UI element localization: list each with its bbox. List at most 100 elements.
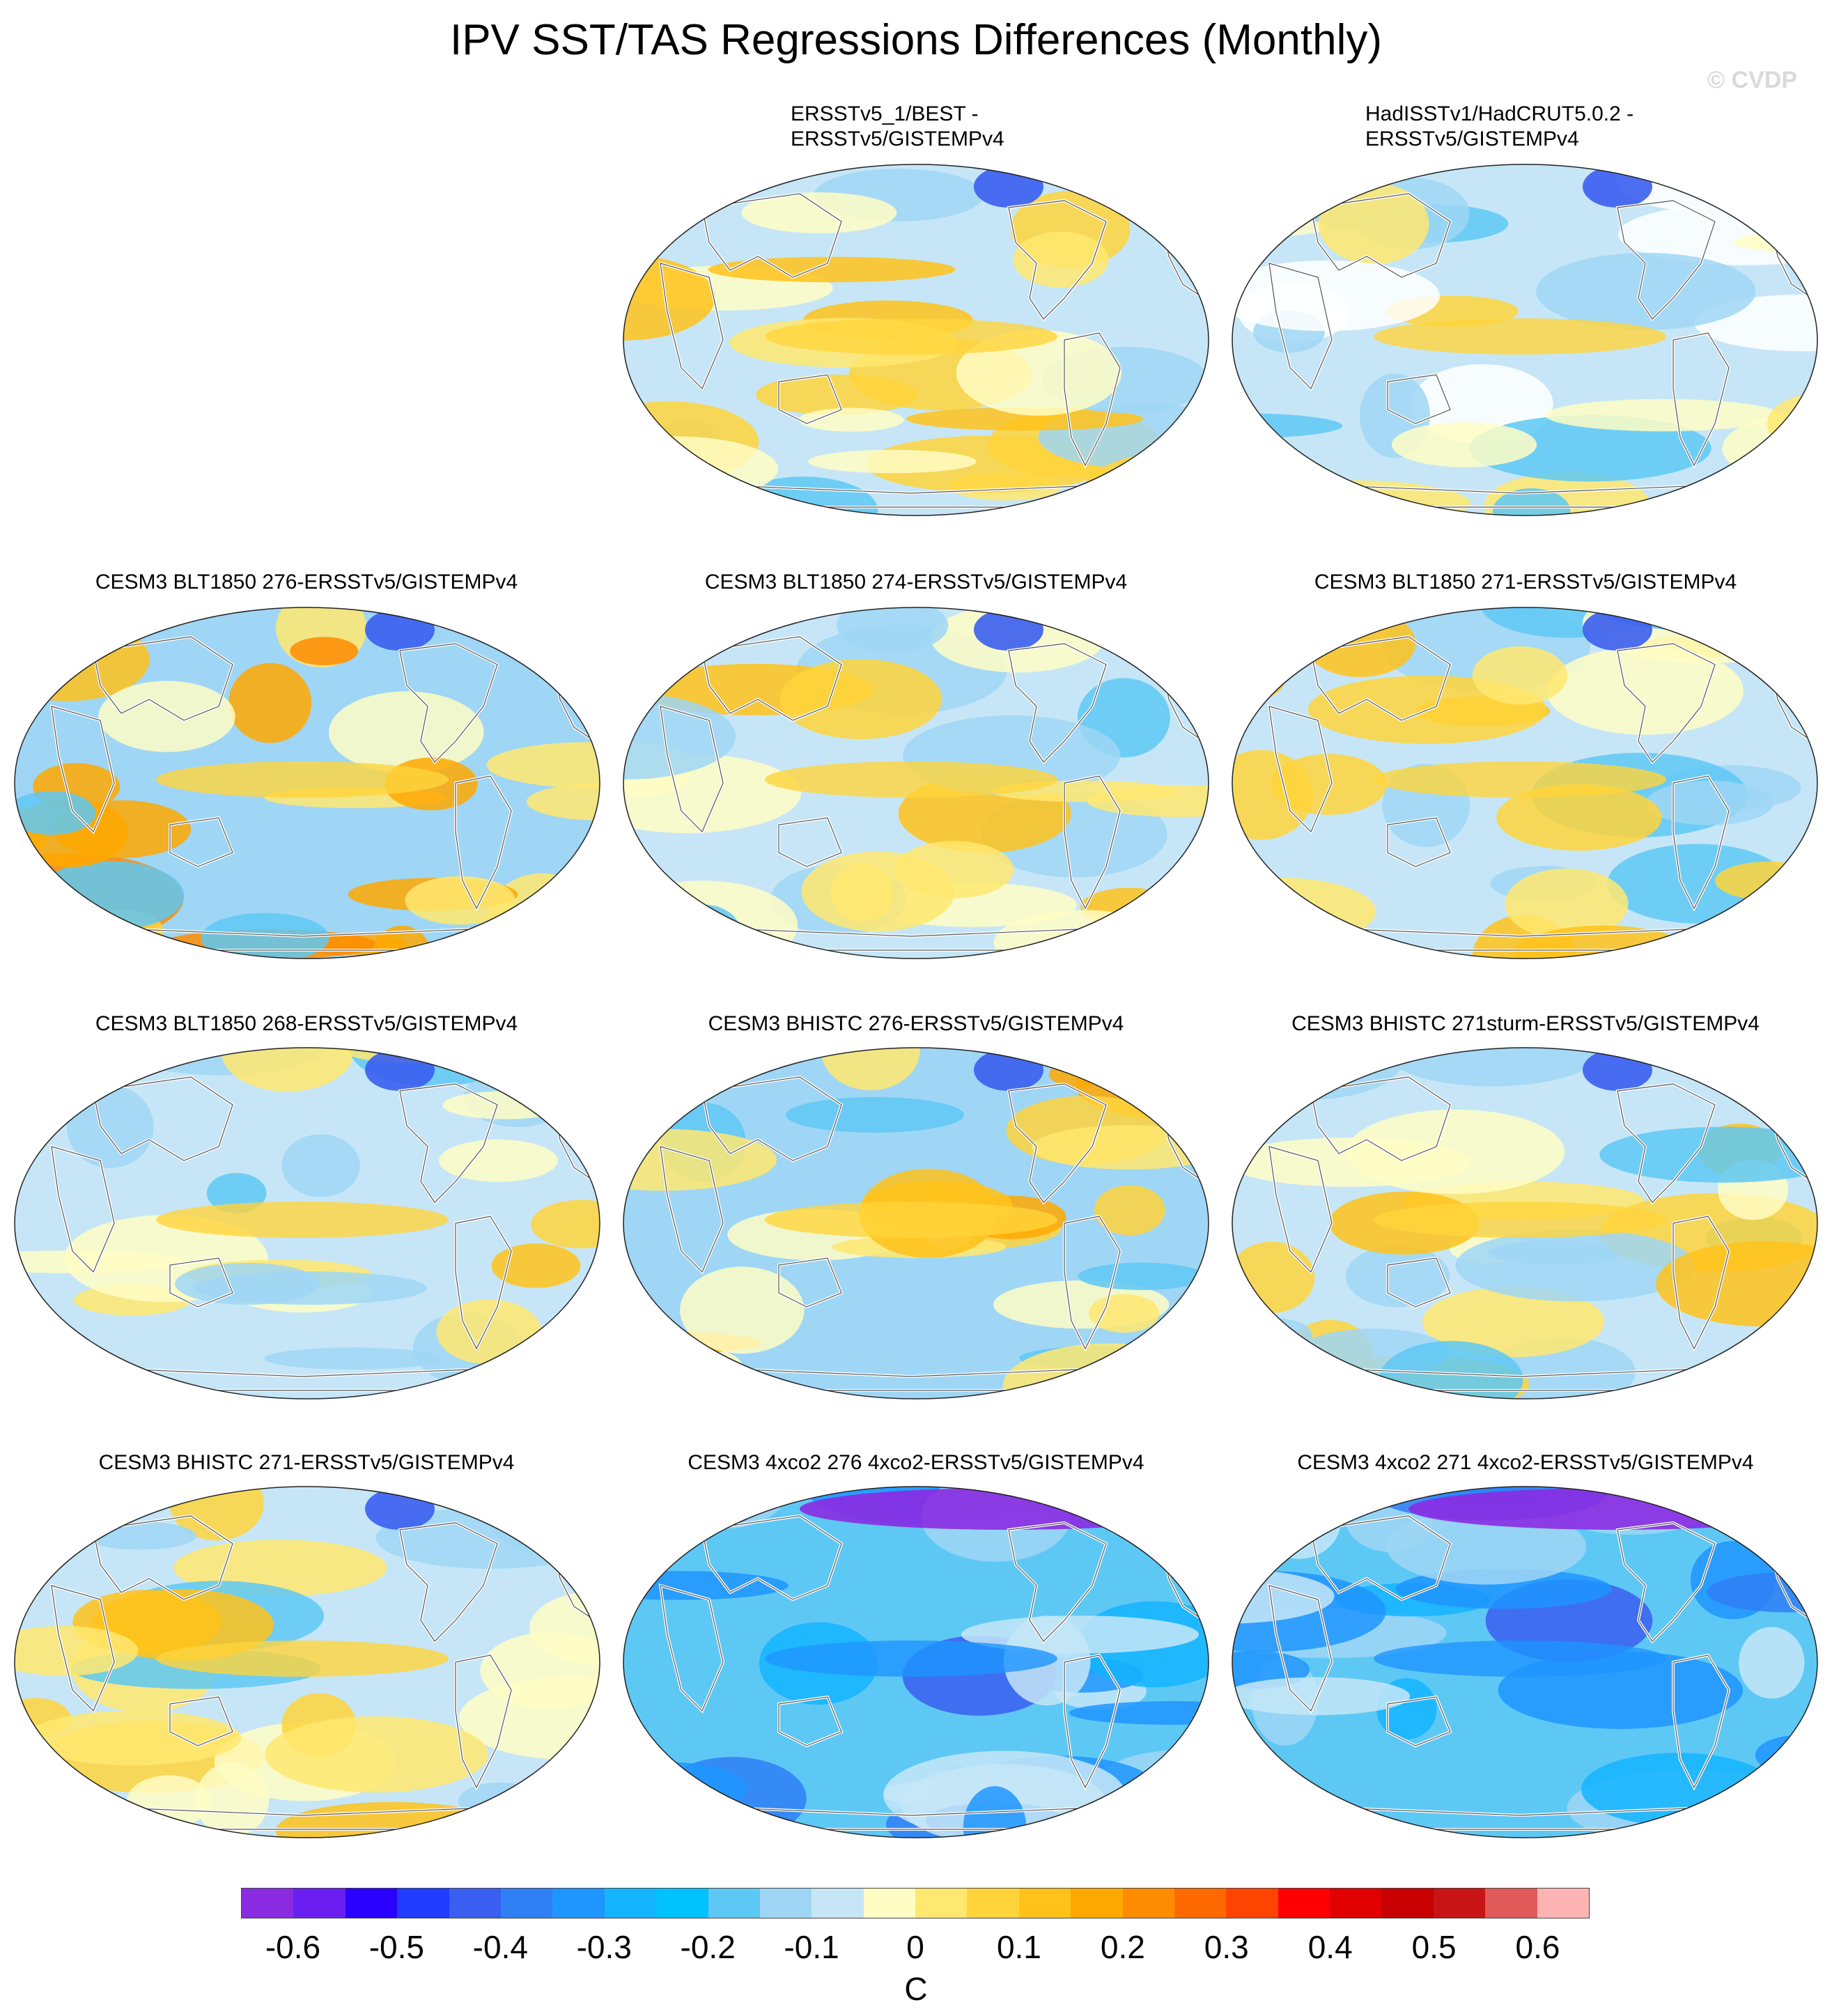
- colorbar-swatch: [1485, 1889, 1537, 1918]
- map-anomaly-region: [1232, 1360, 1334, 1388]
- map-anomaly-region: [1089, 1294, 1160, 1333]
- colorbar-tick-label: 0: [906, 1929, 924, 1965]
- map-anomaly-region: [1707, 1572, 1817, 1613]
- map-tropical-band: [156, 1641, 449, 1677]
- map-anomaly-region: [1232, 1795, 1301, 1838]
- map-outline: [14, 1486, 600, 1838]
- map-anomaly-region: [221, 1048, 354, 1092]
- continent-outline: [660, 263, 724, 390]
- colorbar-tick-label: -0.4: [472, 1929, 528, 1965]
- colorbar-swatch: [500, 1889, 553, 1918]
- map-arctic-feature: [365, 1049, 435, 1091]
- colorbar-units: C: [904, 1971, 928, 2007]
- continent-outline: [660, 706, 724, 833]
- map-panel-5: [1232, 607, 1818, 959]
- map-anomaly-region: [290, 637, 359, 665]
- colorbar-swatch: [397, 1889, 449, 1918]
- map-anomaly-region: [175, 1262, 320, 1305]
- map-anomaly-region: [808, 449, 977, 474]
- map-tropical-band: [765, 1641, 1057, 1677]
- map-anomaly-region: [1078, 1262, 1206, 1290]
- colorbar-swatch: [812, 1889, 864, 1918]
- map-anomaly-region: [439, 1139, 558, 1182]
- continent-outline: [169, 817, 233, 867]
- continent-outline: [1617, 200, 1716, 320]
- map-anomaly-region: [405, 876, 515, 925]
- colorbar-tick-label: -0.3: [576, 1929, 632, 1965]
- continent-outline: [1672, 775, 1730, 910]
- map-anomaly-region: [15, 791, 96, 835]
- continent-outline: [93, 636, 233, 721]
- continent-outline: [1064, 332, 1121, 467]
- panel-title-11: CESM3 4xco2 271 4xco2-ERSSTv5/GISTEMPv4: [1297, 1451, 1754, 1474]
- colorbar-swatch: [552, 1889, 605, 1918]
- continent-outline: [1268, 1146, 1333, 1273]
- continent-outline: [1310, 193, 1451, 278]
- map-anomaly-region: [201, 913, 329, 959]
- map-anomaly-region: [1505, 868, 1629, 940]
- map-anomaly-region: [798, 408, 904, 432]
- continent-outline: [701, 193, 842, 278]
- map-anomaly-region: [264, 1347, 444, 1370]
- continent-outline: [1008, 1083, 1107, 1203]
- continent-outline: [169, 1257, 233, 1308]
- map-anomaly-region: [779, 659, 942, 739]
- map-anomaly-region: [458, 1782, 542, 1820]
- map-arctic-feature: [1583, 609, 1652, 651]
- map-tropical-band: [1374, 1641, 1666, 1677]
- map-anomaly-region: [281, 1134, 360, 1197]
- map-anomaly-region: [1232, 607, 1406, 633]
- map-anomaly-region: [1232, 1138, 1470, 1187]
- map-outline: [623, 1486, 1209, 1838]
- continent-outline: [51, 1146, 115, 1273]
- map-arctic-feature: [1583, 1049, 1652, 1091]
- map-tropical-band: [156, 1202, 449, 1238]
- continent-outline: [93, 1515, 233, 1600]
- continent-outline: [399, 1522, 498, 1642]
- map-anomaly-region: [371, 925, 433, 959]
- map-anomaly-region: [126, 1775, 212, 1828]
- colorbar-swatch: [604, 1889, 657, 1918]
- map-anomaly-region: [1112, 920, 1209, 953]
- map-arctic-feature: [974, 609, 1043, 651]
- continent-outline: [169, 1696, 233, 1746]
- panel-title-8: CESM3 BHISTC 271sturm-ERSSTv5/GISTEMPv4: [1291, 1012, 1760, 1035]
- panel-title-9: CESM3 BHISTC 271-ERSSTv5/GISTEMPv4: [98, 1451, 515, 1474]
- map-tropical-band: [156, 761, 449, 798]
- colorbar-tick-label: 0.2: [1100, 1929, 1145, 1965]
- continent-outline: [1310, 636, 1451, 721]
- map-anomaly-region: [837, 607, 949, 653]
- colorbar-swatch: [1122, 1889, 1175, 1918]
- map-outline: [623, 607, 1209, 959]
- map-panel-2: [1232, 164, 1818, 516]
- map-anomaly-region: [1492, 488, 1571, 515]
- panel-title-1: ERSSTv5_1/BEST - ERSSTv5/GISTEMPv4: [791, 102, 1004, 150]
- map-anomaly-region: [491, 1243, 581, 1288]
- map-anomaly-region: [1739, 1627, 1805, 1699]
- panel-title-2: HadISSTv1/HadCRUT5.0.2 - ERSSTv5/GISTEMPv…: [1365, 102, 1634, 150]
- colorbar-swatch: [708, 1889, 760, 1918]
- map-anomaly-region: [531, 1200, 600, 1249]
- map-anomaly-region: [1232, 1241, 1315, 1313]
- colorbar-tick-label: -0.2: [680, 1929, 736, 1965]
- continent-outline: [778, 1257, 842, 1308]
- map-anomaly-region: [486, 742, 600, 789]
- map-outline: [1232, 1047, 1818, 1399]
- map-anomaly-region: [24, 1487, 126, 1517]
- continent-outline: [1008, 1522, 1107, 1642]
- continent-outline: [1064, 775, 1121, 910]
- map-panel-1: [623, 164, 1209, 516]
- map-panel-7: [623, 1047, 1209, 1399]
- map-anomaly-region: [15, 1048, 99, 1076]
- map-anomaly-region: [623, 1487, 701, 1541]
- panel-title-6: CESM3 BLT1850 268-ERSSTv5/GISTEMPv4: [95, 1012, 518, 1035]
- continent-outline: [778, 817, 842, 867]
- map-anomaly-region: [1536, 252, 1756, 330]
- continent-outline: [701, 636, 842, 721]
- map-anomaly-region: [665, 904, 740, 956]
- map-anomaly-region: [442, 1091, 568, 1119]
- map-anomaly-region: [801, 851, 955, 932]
- map-anomaly-region: [1741, 1487, 1817, 1523]
- map-anomaly-region: [1115, 1349, 1209, 1380]
- continent-outline: [660, 1146, 724, 1273]
